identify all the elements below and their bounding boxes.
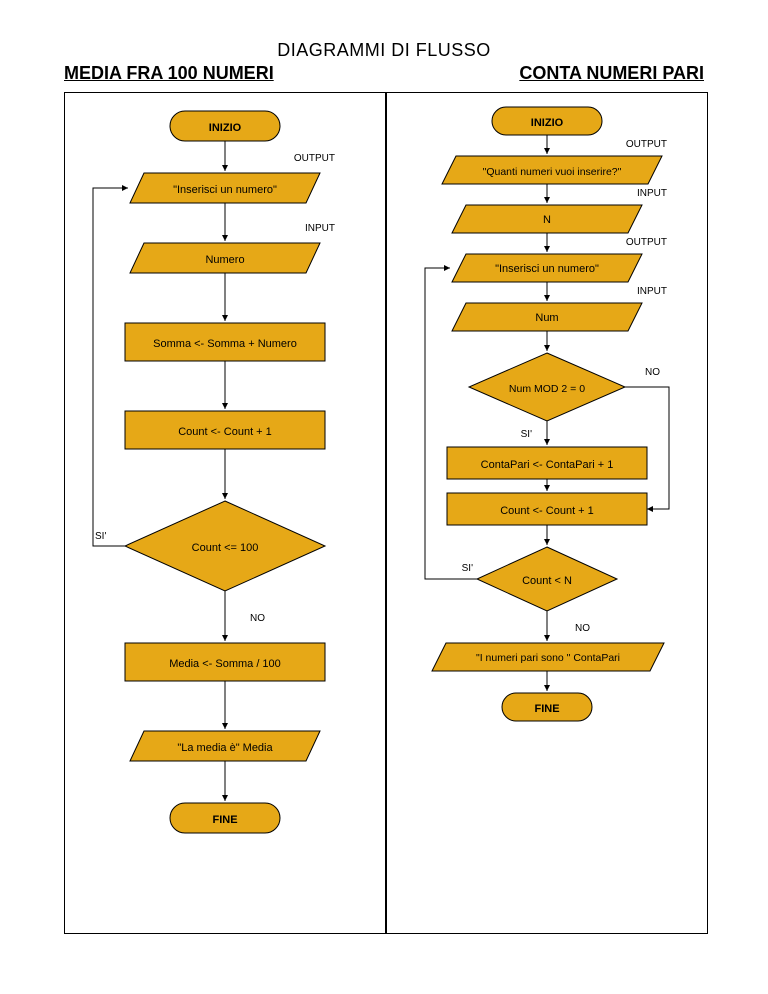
decision-no-label: NO	[250, 613, 265, 624]
left-flowchart: INIZIO OUTPUT "Inserisci un numero" INPU…	[65, 93, 385, 933]
input-annotation: INPUT	[637, 188, 667, 199]
start-label: INIZIO	[209, 122, 242, 134]
start-label: INIZIO	[531, 117, 564, 129]
output-annotation: OUTPUT	[294, 153, 335, 164]
process-2-text: Count <- Count + 1	[500, 505, 594, 517]
io-output-3-text: "I numeri pari sono " ContaPari	[476, 652, 620, 664]
output-annotation-2: OUTPUT	[626, 237, 667, 248]
subtitles-row: MEDIA FRA 100 NUMERI CONTA NUMERI PARI	[64, 63, 704, 84]
process-3-text: Media <- Somma / 100	[169, 658, 281, 670]
decision-2-text: Count < N	[522, 575, 572, 587]
io-input-1-text: N	[543, 214, 551, 226]
right-flowchart: INIZIO OUTPUT "Quanti numeri vuoi inseri…	[387, 93, 707, 933]
panels: INIZIO OUTPUT "Inserisci un numero" INPU…	[64, 92, 704, 934]
page: DIAGRAMMI DI FLUSSO MEDIA FRA 100 NUMERI…	[0, 0, 768, 994]
right-subtitle: CONTA NUMERI PARI	[384, 63, 704, 84]
process-1-text: ContaPari <- ContaPari + 1	[481, 459, 614, 471]
main-title: DIAGRAMMI DI FLUSSO	[0, 40, 768, 61]
io-input-2-text: Num	[535, 312, 558, 324]
io-output-2-text: "Inserisci un numero"	[495, 263, 599, 275]
decision-yes-label: SI'	[95, 531, 106, 542]
decision-1-text: Num MOD 2 = 0	[509, 383, 585, 395]
decision-1-text: Count <= 100	[192, 542, 259, 554]
io-output-2-text: "La media è" Media	[177, 742, 273, 754]
process-1-text: Somma <- Somma + Numero	[153, 338, 297, 350]
io-output-1-text: "Quanti numeri vuoi inserire?"	[483, 166, 622, 178]
io-input-1-text: Numero	[205, 254, 244, 266]
decision2-no-label: NO	[575, 623, 590, 634]
arrow-loop	[93, 188, 128, 546]
input-annotation: INPUT	[305, 223, 335, 234]
left-panel: INIZIO OUTPUT "Inserisci un numero" INPU…	[64, 92, 386, 934]
right-panel: INIZIO OUTPUT "Quanti numeri vuoi inseri…	[386, 92, 708, 934]
process-2-text: Count <- Count + 1	[178, 426, 272, 438]
decision1-no-label: NO	[645, 367, 660, 378]
end-label: FINE	[212, 814, 237, 826]
output-annotation: OUTPUT	[626, 139, 667, 150]
input-annotation-2: INPUT	[637, 286, 667, 297]
io-output-1-text: "Inserisci un numero"	[173, 184, 277, 196]
left-subtitle: MEDIA FRA 100 NUMERI	[64, 63, 384, 84]
decision1-yes-label: SI'	[521, 429, 532, 440]
end-label: FINE	[534, 703, 559, 715]
decision2-yes-label: SI'	[462, 563, 473, 574]
